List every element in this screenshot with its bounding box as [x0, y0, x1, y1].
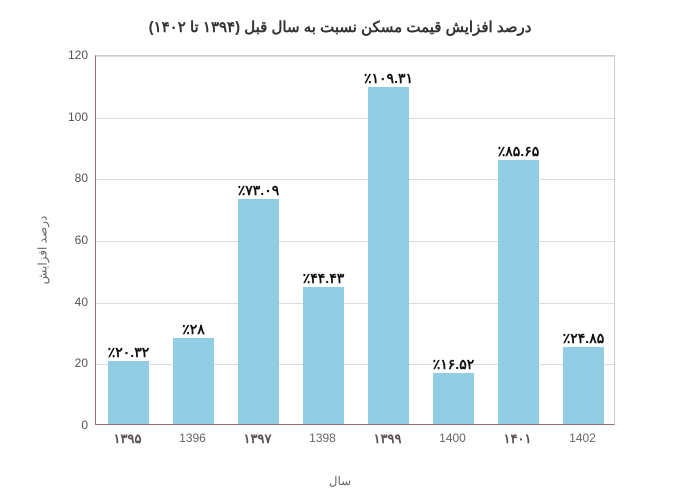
bar [368, 87, 408, 424]
y-axis-label: درصد افزایش [35, 216, 49, 285]
x-tick-label: ۱۳۹۵ [114, 431, 142, 447]
y-tick-label: 80 [0, 171, 88, 185]
bar [563, 347, 603, 424]
x-tick-label: ۱۳۹۷ [244, 431, 272, 447]
gridline [96, 56, 614, 57]
bar-value-label: ٪۴۴.۴۳ [284, 270, 364, 287]
bar-value-label: ٪۸۵.۶۵ [479, 143, 559, 160]
bar [108, 361, 148, 424]
bar [238, 199, 278, 424]
bar [303, 287, 343, 424]
y-tick-label: 20 [0, 356, 88, 370]
y-tick-label: 0 [0, 418, 88, 432]
bar-value-label: ٪۲۰.۳۲ [89, 344, 169, 361]
x-tick-label: 1402 [569, 431, 596, 445]
x-tick-label: 1400 [439, 431, 466, 445]
bar-value-label: ٪۱۰۹.۳۱ [349, 70, 429, 87]
y-tick-label: 40 [0, 295, 88, 309]
plot-area: ٪۲۰.۳۲٪۲۸٪۷۳.۰۹٪۴۴.۴۳٪۱۰۹.۳۱٪۱۶.۵۲٪۸۵.۶۵… [95, 55, 615, 425]
y-tick-label: 120 [0, 48, 88, 62]
bar [173, 338, 213, 424]
bar [498, 160, 538, 424]
gridline [96, 118, 614, 119]
x-tick-label: ۱۳۹۹ [374, 431, 402, 447]
chart-container: درصد افزایش قیمت مسکن نسبت به سال قبل (۱… [0, 0, 680, 500]
bar-value-label: ٪۲۴.۸۵ [544, 330, 624, 347]
x-tick-label: 1396 [179, 431, 206, 445]
chart-title: درصد افزایش قیمت مسکن نسبت به سال قبل (۱… [0, 18, 680, 36]
bar-value-label: ٪۲۸ [154, 321, 234, 338]
x-axis-label: سال [0, 474, 680, 488]
bar [433, 373, 473, 424]
bar-value-label: ٪۷۳.۰۹ [219, 182, 299, 199]
x-tick-label: 1398 [309, 431, 336, 445]
y-tick-label: 60 [0, 233, 88, 247]
y-tick-label: 100 [0, 110, 88, 124]
x-tick-label: ۱۴۰۱ [504, 431, 532, 447]
bar-value-label: ٪۱۶.۵۲ [414, 356, 494, 373]
